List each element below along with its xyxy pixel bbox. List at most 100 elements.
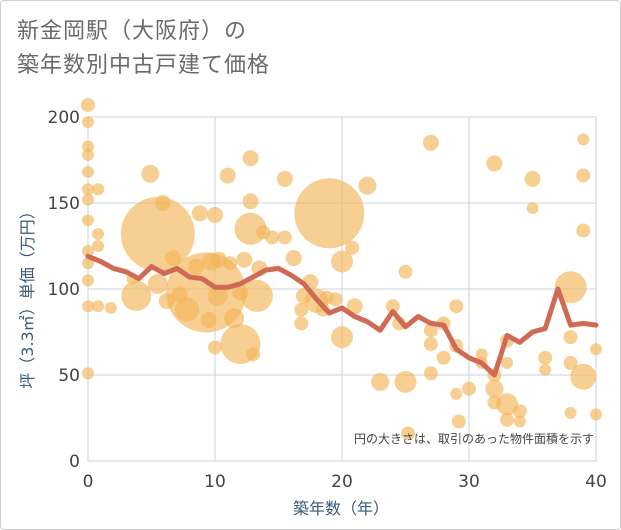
data-bubble [246,347,261,362]
y-tick-label: 100 [48,280,80,300]
x-tick-label: 20 [331,472,353,492]
data-bubble [462,381,476,396]
data-bubble [451,414,466,429]
data-bubble [346,298,363,315]
x-tick-label: 10 [204,472,226,492]
data-bubble [577,133,590,146]
y-tick-label: 200 [48,108,80,128]
data-bubble [82,116,94,129]
data-bubble [501,356,514,369]
data-bubble [449,299,464,314]
data-bubble [485,379,504,398]
data-bubble [385,299,400,314]
data-bubble [104,301,117,314]
data-bubble [294,178,365,249]
data-bubble [294,302,309,317]
data-bubble [576,168,591,183]
chart-title-line-2: 築年数別中古戸建て価格 [17,53,271,78]
data-bubble [486,155,503,172]
data-bubble [436,350,451,365]
y-tick-labels: 0 50 100 150 200 [48,108,80,472]
data-bubble [422,134,439,151]
data-bubble [224,308,245,329]
data-bubble [208,340,222,355]
data-bubble [500,412,515,427]
data-bubble [277,230,292,245]
data-bubble [450,387,463,400]
data-bubble [223,256,238,271]
data-bubble [294,316,309,331]
data-bubble [328,292,343,307]
data-bubble [401,426,416,441]
data-bubble [82,300,94,313]
data-bubble [265,230,280,245]
data-bubble [82,166,94,179]
data-bubble [207,207,223,224]
data-bubble [331,326,353,349]
chart-title: 新金岡駅（大阪府）の 築年数別中古戸建て価格 [17,15,270,83]
size-note: 円の大きさは、取引のあった物件面積を示す [354,431,594,446]
trend-line [85,253,599,378]
x-tick-labels: 0 10 20 30 40 [83,472,607,492]
data-bubble [81,97,95,112]
data-bubble [564,406,577,419]
data-bubble [371,372,390,391]
data-bubble [576,223,591,238]
data-bubble [92,183,105,196]
data-bubble [82,214,94,227]
y-tick-label: 50 [58,366,80,386]
data-bubble [219,167,236,184]
data-bubble [82,274,94,287]
data-bubble [121,280,152,311]
data-bubble [242,150,259,167]
data-bubble [570,363,597,390]
x-tick-label: 30 [458,472,480,492]
data-bubble [590,343,602,356]
data-bubble [276,170,293,187]
x-tick-label: 40 [585,472,607,492]
data-bubble [207,285,228,306]
y-tick-label: 150 [48,194,80,214]
data-bubble [141,164,160,183]
data-bubble [200,311,217,328]
data-bubble [285,250,302,267]
data-bubble [475,348,488,361]
data-bubble [240,279,273,312]
data-bubble [538,350,553,365]
data-bubble [513,415,526,428]
data-bubble [242,193,259,210]
y-tick-label: 0 [69,452,80,472]
data-bubble [147,273,168,294]
data-bubble [82,245,94,258]
data-bubble [496,393,519,416]
data-bubble [82,148,94,161]
x-tick-label: 0 [83,472,94,492]
data-bubble [526,202,539,215]
data-bubble [539,363,552,376]
data-bubble [92,300,105,313]
data-bubble [92,240,105,252]
data-bubble [423,323,438,338]
data-bubble [563,355,578,370]
data-bubble [590,408,602,421]
data-bubble [82,367,94,380]
chart-title-line-1: 新金岡駅（大阪府）の [17,19,248,44]
data-bubble [345,240,360,255]
data-bubble [236,251,253,268]
data-bubble [82,193,94,206]
data-bubble [512,404,527,419]
data-bubble [398,264,413,279]
data-bubble [82,140,94,153]
data-bubble [358,176,377,195]
data-bubble [92,227,105,240]
data-bubble [423,337,438,352]
data-bubble [154,195,171,211]
grid [87,116,597,462]
data-bubble [82,183,94,196]
data-bubble [423,366,438,381]
data-bubble [331,250,353,273]
data-bubble [563,330,578,345]
bubble-layer [81,97,602,441]
data-bubble [524,170,541,187]
